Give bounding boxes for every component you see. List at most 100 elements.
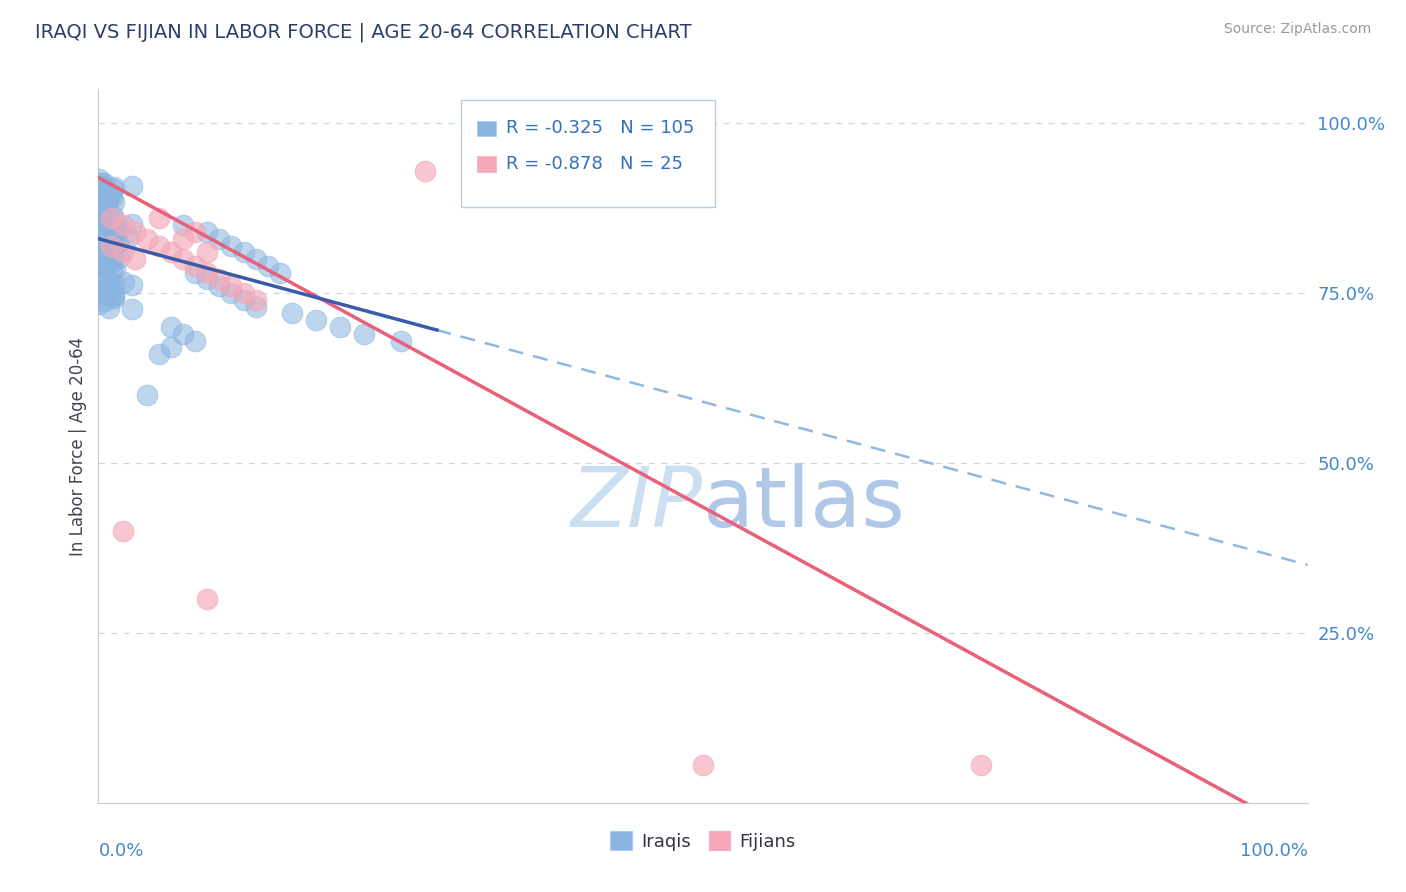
- Point: [90, 285, 112, 299]
- Point: [98, 241, 121, 255]
- Point: [172, 218, 194, 232]
- Point: [91, 249, 114, 263]
- Point: [184, 334, 207, 348]
- Legend: Iraqis, Fijians: Iraqis, Fijians: [603, 824, 803, 858]
- Point: [103, 213, 125, 227]
- Point: [104, 227, 127, 242]
- Point: [89, 297, 111, 311]
- Point: [100, 262, 122, 277]
- Point: [96, 194, 118, 209]
- Point: [245, 300, 267, 314]
- Point: [232, 286, 254, 301]
- Text: 100.0%: 100.0%: [1240, 842, 1308, 860]
- Point: [692, 758, 714, 772]
- Point: [93, 205, 115, 219]
- FancyBboxPatch shape: [461, 100, 716, 207]
- Point: [172, 232, 194, 246]
- Point: [91, 210, 114, 224]
- Point: [89, 245, 111, 260]
- Point: [195, 591, 218, 606]
- Point: [101, 254, 124, 268]
- Y-axis label: In Labor Force | Age 20-64: In Labor Force | Age 20-64: [69, 336, 87, 556]
- Point: [90, 287, 112, 301]
- Point: [91, 211, 114, 226]
- Point: [148, 347, 170, 361]
- Point: [93, 197, 115, 211]
- Point: [103, 289, 125, 303]
- Point: [100, 213, 122, 227]
- Point: [117, 231, 139, 245]
- Text: atlas: atlas: [703, 463, 904, 543]
- Point: [195, 245, 218, 260]
- Point: [195, 225, 218, 239]
- Point: [232, 245, 254, 260]
- Text: R = -0.325   N = 105: R = -0.325 N = 105: [506, 120, 695, 137]
- Point: [256, 259, 278, 273]
- Point: [101, 250, 124, 264]
- Point: [389, 334, 412, 348]
- Point: [101, 277, 124, 292]
- Point: [91, 256, 114, 270]
- Point: [91, 230, 114, 244]
- Point: [221, 279, 243, 293]
- Point: [97, 240, 120, 254]
- Point: [160, 320, 183, 334]
- Point: [103, 181, 125, 195]
- Point: [101, 216, 124, 230]
- Point: [353, 326, 375, 341]
- Point: [96, 207, 118, 221]
- Point: [111, 524, 134, 538]
- Point: [172, 252, 194, 266]
- Point: [121, 218, 143, 232]
- Point: [93, 214, 115, 228]
- Point: [111, 245, 134, 260]
- Point: [107, 251, 129, 265]
- Point: [121, 302, 143, 317]
- Point: [135, 232, 157, 246]
- Point: [413, 163, 436, 178]
- Point: [121, 179, 143, 194]
- Point: [89, 220, 111, 235]
- Point: [104, 232, 127, 246]
- Point: [90, 176, 112, 190]
- Point: [245, 252, 267, 266]
- Point: [124, 252, 146, 266]
- Point: [184, 225, 207, 239]
- Point: [103, 287, 125, 301]
- Point: [124, 225, 146, 239]
- Point: [269, 266, 291, 280]
- Text: IRAQI VS FIJIAN IN LABOR FORCE | AGE 20-64 CORRELATION CHART: IRAQI VS FIJIAN IN LABOR FORCE | AGE 20-…: [35, 22, 692, 42]
- Point: [101, 191, 124, 205]
- Point: [93, 176, 115, 190]
- Point: [103, 209, 125, 223]
- Point: [184, 259, 207, 273]
- Point: [101, 247, 124, 261]
- Point: [111, 218, 134, 232]
- Point: [107, 235, 129, 250]
- Point: [112, 276, 135, 290]
- Point: [100, 238, 122, 252]
- FancyBboxPatch shape: [477, 156, 495, 172]
- Text: R = -0.878   N = 25: R = -0.878 N = 25: [506, 155, 683, 173]
- Point: [305, 313, 328, 327]
- Point: [135, 388, 157, 402]
- Point: [94, 259, 117, 273]
- Point: [90, 216, 112, 230]
- Point: [93, 203, 115, 218]
- Point: [195, 266, 218, 280]
- Point: [208, 232, 231, 246]
- Point: [93, 259, 115, 273]
- Point: [93, 180, 115, 194]
- Point: [90, 217, 112, 231]
- Text: ZIP: ZIP: [571, 463, 703, 543]
- Point: [107, 220, 129, 235]
- Point: [221, 286, 243, 301]
- Point: [160, 341, 183, 355]
- Text: Source: ZipAtlas.com: Source: ZipAtlas.com: [1223, 22, 1371, 37]
- Point: [94, 285, 117, 300]
- Point: [105, 223, 128, 237]
- Point: [90, 286, 112, 301]
- Text: 0.0%: 0.0%: [98, 842, 143, 860]
- Point: [104, 262, 127, 277]
- Point: [98, 301, 121, 315]
